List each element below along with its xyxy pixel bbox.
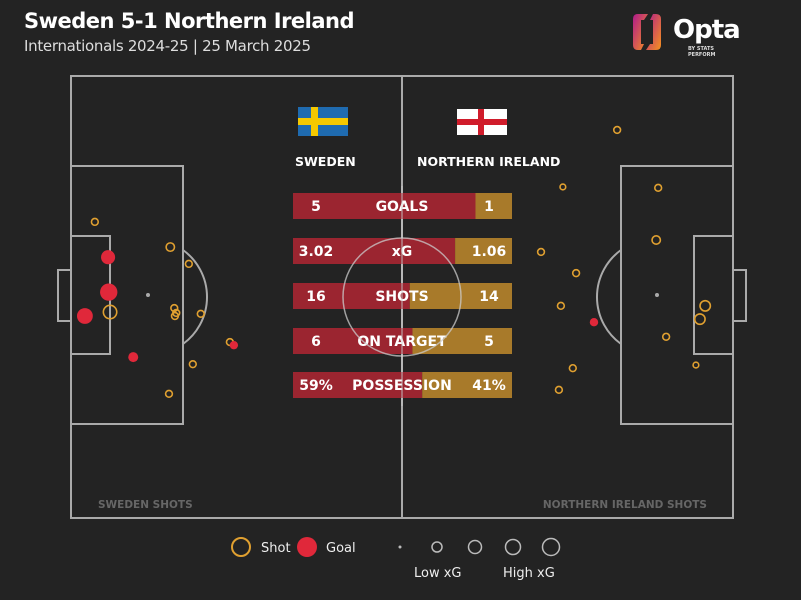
home-shot-marker bbox=[102, 304, 118, 320]
away-stat-value: 1.06 bbox=[472, 244, 507, 260]
home-goal-marker bbox=[128, 352, 139, 363]
opta-logo-subtext: BY STATS PERFORM bbox=[688, 46, 716, 58]
left-penalty-box bbox=[70, 165, 184, 425]
left-penalty-spot bbox=[146, 293, 150, 297]
away-shot-marker bbox=[554, 385, 564, 395]
xg-size-4-icon bbox=[504, 538, 522, 556]
away-goal-marker bbox=[589, 317, 599, 327]
right-penalty-box bbox=[620, 165, 734, 425]
left-goal bbox=[57, 269, 72, 322]
away-stat-value: 1 bbox=[484, 199, 494, 215]
home-stat-bar bbox=[293, 238, 456, 264]
home-shot-marker bbox=[90, 217, 100, 227]
left-penalty-arc bbox=[182, 249, 209, 345]
legend-high-xg: High xG bbox=[503, 566, 555, 581]
home-stat-bar bbox=[293, 372, 423, 398]
opta-logo-icon bbox=[633, 14, 661, 50]
opta-logo: Opta BY STATS PERFORM bbox=[628, 11, 741, 58]
away-stat-value: 14 bbox=[479, 289, 499, 305]
away-shot-marker bbox=[571, 268, 581, 278]
away-shot-marker bbox=[651, 234, 662, 245]
right-goal bbox=[732, 269, 747, 322]
legend: Shot Goal Low xG High xG bbox=[231, 537, 561, 581]
right-penalty-spot bbox=[655, 293, 659, 297]
away-stat-value: 41% bbox=[472, 378, 506, 394]
shot-markers bbox=[76, 125, 712, 398]
away-shot-marker bbox=[692, 361, 700, 369]
legend-shot-icon bbox=[231, 537, 251, 557]
match-title: Sweden 5-1 Northern Ireland bbox=[24, 9, 355, 33]
away-stat-value: 5 bbox=[484, 334, 494, 350]
legend-goal-icon bbox=[297, 537, 317, 557]
away-shot-marker bbox=[699, 299, 712, 312]
home-shot-marker bbox=[196, 309, 205, 318]
home-shot-marker bbox=[170, 303, 179, 313]
home-shot-marker bbox=[165, 242, 176, 253]
away-team-name: NORTHERN IRELAND bbox=[417, 154, 560, 169]
home-stat-value: 59% bbox=[299, 378, 333, 394]
xg-size-2-icon bbox=[431, 541, 443, 553]
away-shot-marker bbox=[556, 301, 566, 311]
home-shot-marker bbox=[184, 259, 194, 269]
home-goal-marker bbox=[100, 283, 118, 301]
home-shot-marker bbox=[170, 311, 180, 321]
home-stat-bar bbox=[293, 328, 413, 354]
away-stat-bar bbox=[475, 193, 512, 219]
home-shot-marker bbox=[188, 359, 198, 369]
home-goal-marker bbox=[101, 250, 116, 265]
away-shot-marker bbox=[693, 313, 706, 326]
xg-size-5-icon bbox=[541, 537, 561, 557]
pitch-lines bbox=[57, 75, 747, 519]
home-stat-value: 3.02 bbox=[299, 244, 334, 260]
away-shot-marker bbox=[661, 332, 671, 341]
away-shot-marker bbox=[536, 247, 546, 257]
home-stat-bar bbox=[293, 283, 410, 309]
opta-logo-text: Opta bbox=[673, 15, 741, 45]
home-stat-bar bbox=[293, 193, 476, 219]
right-six-yard-box bbox=[693, 235, 734, 355]
right-penalty-arc bbox=[595, 249, 622, 345]
home-stat-value: 5 bbox=[311, 199, 321, 215]
home-shots-label: SWEDEN SHOTS bbox=[98, 499, 193, 511]
xg-size-1-icon bbox=[398, 545, 402, 549]
match-subtitle: Internationals 2024-25 | 25 March 2025 bbox=[24, 37, 311, 55]
away-shot-marker bbox=[559, 183, 567, 191]
home-goal-marker bbox=[229, 340, 239, 350]
legend-low-xg: Low xG bbox=[414, 566, 462, 581]
away-stat-bar bbox=[422, 372, 512, 398]
home-team-name: SWEDEN bbox=[295, 154, 356, 169]
home-goal-marker bbox=[76, 308, 93, 324]
home-stat-value: 16 bbox=[306, 289, 325, 305]
away-shot-marker bbox=[612, 125, 622, 135]
home-shot-marker bbox=[164, 389, 174, 398]
sweden-flag bbox=[298, 107, 348, 136]
away-shot-marker bbox=[568, 363, 577, 373]
away-stat-bar bbox=[455, 238, 512, 264]
legend-shot-label: Shot bbox=[261, 541, 291, 556]
northern-ireland-flag bbox=[457, 109, 507, 135]
legend-goal-label: Goal bbox=[326, 541, 356, 556]
xg-size-3-icon bbox=[467, 539, 483, 555]
home-stat-value: 6 bbox=[311, 334, 321, 350]
away-shot-marker bbox=[653, 183, 663, 193]
away-shots-label: NORTHERN IRELAND SHOTS bbox=[542, 499, 707, 511]
